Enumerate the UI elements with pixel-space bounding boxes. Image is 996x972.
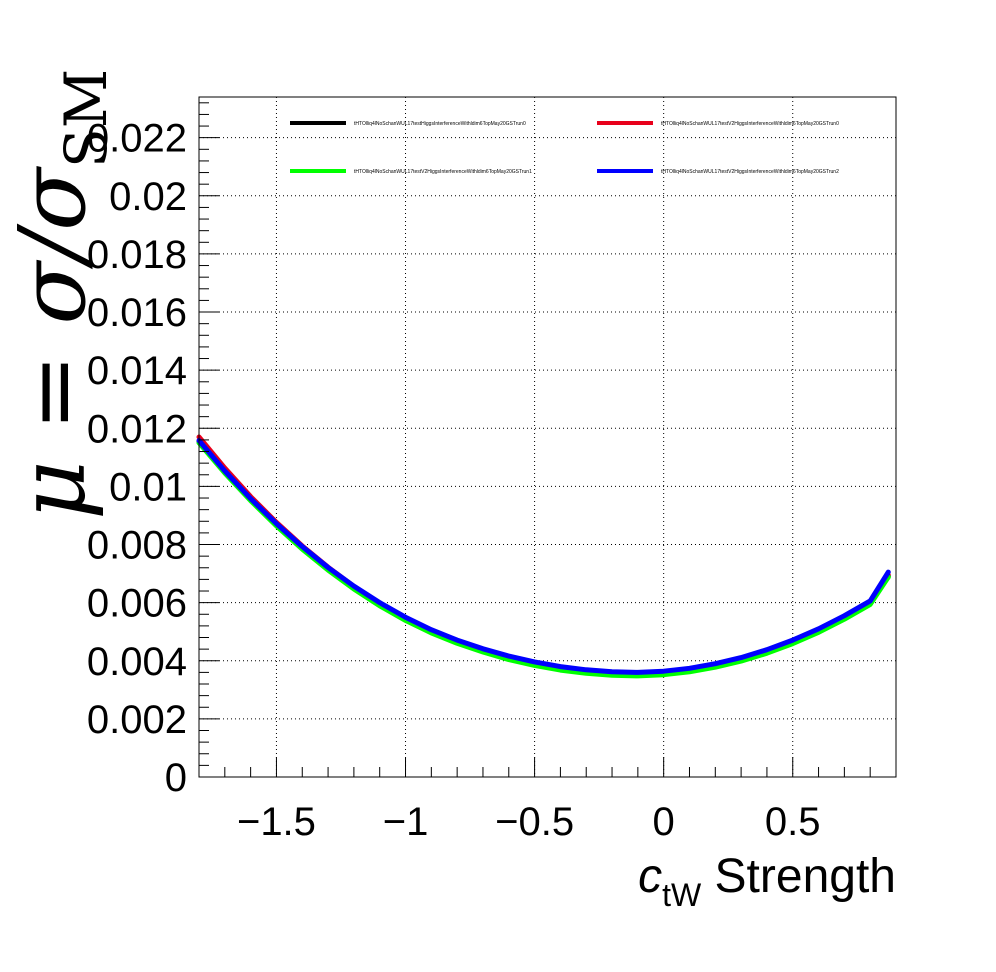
axis-ticks [198, 102, 897, 778]
x-axis-subscript: tW [662, 877, 702, 913]
y-tick-label: 0.006 [87, 582, 187, 626]
x-axis-symbol: c [638, 850, 662, 903]
legend-label: tHTOlliq4lNoSchanWUL17testV2HiggsInterfe… [661, 169, 839, 175]
x-tick-label: 0.5 [765, 800, 821, 844]
x-tick-labels: −1.5 −1 −0.5 0 0.5 [237, 800, 821, 844]
x-tick-label: −0.5 [495, 800, 574, 844]
y-tick-label: 0.002 [87, 698, 187, 742]
y-tick-label: 0 [165, 756, 187, 800]
y-tick-label: 0.008 [87, 524, 187, 568]
y-axis-label: μ = σ/σSM [0, 69, 120, 520]
x-axis-label: ctW Strength [638, 850, 896, 913]
legend-label: tHTOlliq4lNoSchanWUL17testV2HiggsInterfe… [354, 169, 532, 175]
legend-label: tHTOlliq4lNoSchanWUL17testHiggsInterfere… [354, 121, 526, 127]
legend: tHTOlliq4lNoSchanWUL17testHiggsInterfere… [290, 121, 839, 175]
y-tick-label: 0.016 [87, 291, 187, 335]
y-axis-prefix: μ = σ/σ [0, 166, 106, 520]
y-tick-label: 0.014 [87, 349, 187, 393]
y-tick-label: 0.018 [87, 233, 187, 277]
y-axis-subscript: SM [52, 69, 120, 168]
y-tick-label: 0.012 [87, 407, 187, 451]
plot-frame [198, 96, 897, 778]
y-tick-label: 0.01 [109, 465, 187, 509]
x-axis-suffix: Strength [701, 850, 896, 903]
x-tick-label: 0 [653, 800, 675, 844]
x-tick-label: −1.5 [237, 800, 316, 844]
y-tick-label: 0.02 [109, 175, 187, 219]
y-tick-label: 0.022 [87, 117, 187, 161]
x-tick-label: −1 [383, 800, 429, 844]
series-line [196, 438, 891, 675]
y-tick-label: 0.004 [87, 640, 187, 684]
y-tick-labels: 0 0.002 0.004 0.006 0.008 0.01 0.012 0.014 0.016… [87, 117, 187, 800]
series-lines [196, 434, 891, 679]
legend-label: tHTOlliq4lNoSchanWUL17testV2HiggsInterfe… [661, 121, 839, 127]
